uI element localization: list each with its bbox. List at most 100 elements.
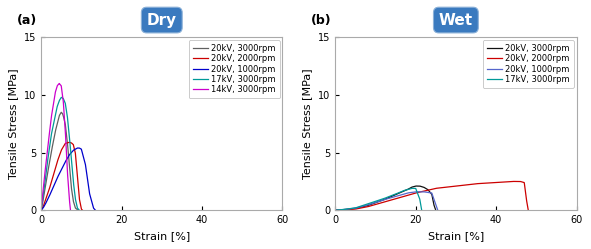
20kV, 1000rpm [407,191,414,194]
Line: 14kV, 3000rpm: 14kV, 3000rpm [41,83,70,210]
20kV, 1000rpm [85,186,92,188]
20kV, 1000rpm [430,197,437,200]
20kV, 3000rpm [432,209,439,212]
17kV, 3000rpm [63,112,70,115]
Line: 20kV, 1000rpm: 20kV, 1000rpm [41,148,95,210]
14kV, 3000rpm [61,124,69,127]
20kV, 2000rpm [483,182,491,185]
17kV, 3000rpm [337,208,344,211]
20kV, 3000rpm [413,185,420,187]
20kV, 1000rpm [410,191,417,194]
Text: Wet: Wet [439,12,473,28]
20kV, 3000rpm [339,208,346,211]
14kV, 3000rpm [56,82,63,85]
Y-axis label: Tensile Stress [MPa]: Tensile Stress [MPa] [8,68,18,179]
20kV, 1000rpm [40,206,47,209]
Line: 20kV, 2000rpm: 20kV, 2000rpm [41,142,83,210]
20kV, 1000rpm [71,148,78,151]
17kV, 3000rpm [38,209,45,212]
20kV, 2000rpm [521,181,528,184]
20kV, 2000rpm [509,180,516,183]
Line: 17kV, 3000rpm: 17kV, 3000rpm [41,97,79,210]
20kV, 3000rpm [414,185,421,187]
17kV, 3000rpm [67,155,74,158]
17kV, 3000rpm [63,106,70,109]
20kV, 3000rpm [63,131,70,134]
20kV, 2000rpm [67,141,74,144]
20kV, 3000rpm [423,187,430,190]
20kV, 3000rpm [58,111,65,114]
20kV, 2000rpm [512,180,519,183]
20kV, 3000rpm [412,185,419,187]
20kV, 3000rpm [71,203,78,206]
Line: 20kV, 2000rpm: 20kV, 2000rpm [335,182,528,210]
20kV, 3000rpm [428,193,436,196]
17kV, 3000rpm [61,101,69,104]
Y-axis label: Tensile Stress [MPa]: Tensile Stress [MPa] [303,68,313,179]
X-axis label: Strain [%]: Strain [%] [134,231,190,241]
17kV, 3000rpm [411,187,418,190]
20kV, 2000rpm [73,160,80,163]
17kV, 3000rpm [71,191,78,194]
14kV, 3000rpm [64,175,72,178]
17kV, 3000rpm [418,209,426,212]
17kV, 3000rpm [403,188,410,191]
20kV, 1000rpm [332,209,339,212]
14kV, 3000rpm [57,83,64,86]
17kV, 3000rpm [398,190,405,193]
Line: 20kV, 3000rpm: 20kV, 3000rpm [335,186,436,210]
20kV, 1000rpm [74,146,81,149]
Line: 20kV, 1000rpm: 20kV, 1000rpm [335,192,438,210]
20kV, 3000rpm [39,202,46,205]
14kV, 3000rpm [38,199,46,202]
20kV, 2000rpm [467,183,474,186]
20kV, 1000rpm [92,209,99,212]
20kV, 3000rpm [38,209,45,212]
20kV, 3000rpm [332,209,339,212]
20kV, 3000rpm [67,178,74,181]
20kV, 3000rpm [75,209,82,212]
14kV, 3000rpm [57,84,64,87]
20kV, 1000rpm [73,147,80,150]
17kV, 3000rpm [332,209,339,212]
20kV, 2000rpm [79,209,86,212]
20kV, 3000rpm [416,185,423,187]
14kV, 3000rpm [67,209,74,212]
Text: (a): (a) [17,13,37,27]
Line: 20kV, 3000rpm: 20kV, 3000rpm [41,112,79,210]
Line: 17kV, 3000rpm: 17kV, 3000rpm [335,188,422,210]
20kV, 1000rpm [79,150,86,153]
20kV, 2000rpm [332,209,339,212]
17kV, 3000rpm [401,189,408,192]
20kV, 2000rpm [68,141,75,144]
20kV, 1000rpm [74,146,82,149]
14kV, 3000rpm [38,209,45,212]
17kV, 3000rpm [39,199,46,202]
20kV, 2000rpm [38,209,45,212]
20kV, 1000rpm [423,191,430,194]
20kV, 1000rpm [434,209,441,212]
X-axis label: Strain [%]: Strain [%] [428,231,484,241]
14kV, 3000rpm [59,89,66,92]
20kV, 1000rpm [38,209,45,212]
20kV, 2000rpm [40,206,47,209]
17kV, 3000rpm [76,209,83,212]
20kV, 1000rpm [412,190,419,193]
20kV, 2000rpm [66,141,73,144]
20kV, 3000rpm [61,122,69,125]
Legend: 20kV, 3000rpm, 20kV, 2000rpm, 20kV, 1000rpm, 17kV, 3000rpm, 14kV, 3000rpm: 20kV, 3000rpm, 20kV, 2000rpm, 20kV, 1000… [189,40,280,98]
20kV, 1000rpm [337,208,344,211]
20kV, 3000rpm [61,118,68,121]
20kV, 2000rpm [525,209,532,212]
Text: Dry: Dry [147,12,177,28]
20kV, 2000rpm [69,142,76,145]
20kV, 2000rpm [475,182,482,185]
Legend: 20kV, 3000rpm, 20kV, 2000rpm, 20kV, 1000rpm, 17kV, 3000rpm: 20kV, 3000rpm, 20kV, 2000rpm, 20kV, 1000… [483,40,574,88]
20kV, 2000rpm [76,196,83,199]
17kV, 3000rpm [415,193,422,196]
20kV, 2000rpm [339,208,346,211]
20kV, 1000rpm [413,190,420,193]
17kV, 3000rpm [58,96,65,99]
17kV, 3000rpm [408,187,415,190]
Text: (b): (b) [311,13,332,27]
